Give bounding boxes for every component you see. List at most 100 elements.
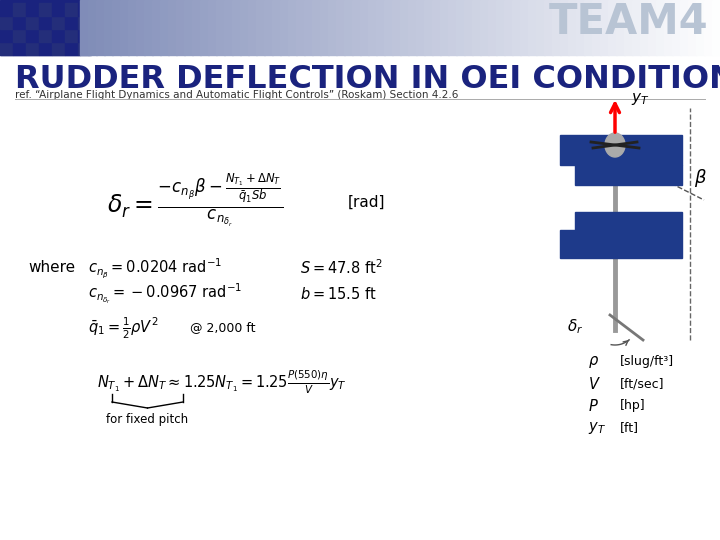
- Bar: [576, 0, 585, 55]
- Bar: [328, 0, 337, 55]
- Text: $\rho$: $\rho$: [588, 354, 599, 370]
- Text: [rad]: [rad]: [348, 194, 385, 210]
- Bar: [296, 0, 305, 55]
- Bar: [26, 42, 39, 55]
- Text: where: where: [28, 260, 75, 275]
- Bar: [592, 0, 601, 55]
- Bar: [224, 0, 233, 55]
- Bar: [304, 0, 313, 55]
- Bar: [208, 0, 217, 55]
- Bar: [632, 0, 641, 55]
- Text: $y_T$: $y_T$: [631, 91, 649, 107]
- Bar: [560, 135, 682, 165]
- Bar: [65, 29, 78, 42]
- Bar: [688, 0, 697, 55]
- Bar: [78, 16, 91, 29]
- Bar: [648, 0, 657, 55]
- Bar: [416, 0, 425, 55]
- Bar: [184, 0, 193, 55]
- Bar: [26, 3, 39, 16]
- Bar: [568, 0, 577, 55]
- Bar: [448, 0, 457, 55]
- Bar: [192, 0, 201, 55]
- Bar: [575, 212, 682, 230]
- Bar: [640, 0, 649, 55]
- Bar: [288, 0, 297, 55]
- Bar: [0, 29, 13, 42]
- Bar: [240, 0, 249, 55]
- Bar: [408, 0, 417, 55]
- Bar: [456, 0, 465, 55]
- Text: $V$: $V$: [588, 376, 601, 392]
- Text: $S = 47.8\ \mathrm{ft}^2$: $S = 47.8\ \mathrm{ft}^2$: [300, 259, 382, 278]
- Bar: [39, 42, 52, 55]
- Bar: [13, 42, 26, 55]
- Bar: [536, 0, 545, 55]
- Bar: [384, 0, 393, 55]
- Bar: [544, 0, 553, 55]
- Bar: [480, 0, 489, 55]
- Bar: [0, 42, 13, 55]
- Bar: [560, 0, 569, 55]
- Text: $N_{T_1} + \Delta N_T \approx 1.25 N_{T_1} = 1.25\frac{P(550)\eta}{V} y_T$: $N_{T_1} + \Delta N_T \approx 1.25 N_{T_…: [97, 368, 347, 396]
- Bar: [78, 3, 91, 16]
- Bar: [160, 0, 169, 55]
- Text: $\delta_r = \frac{-c_{n_\beta}\beta - \frac{N_{T_1} + \Delta N_T}{\bar{q}_1 Sb}}: $\delta_r = \frac{-c_{n_\beta}\beta - \f…: [107, 171, 283, 228]
- Bar: [552, 0, 561, 55]
- Bar: [96, 0, 105, 55]
- Bar: [320, 0, 329, 55]
- Bar: [696, 0, 705, 55]
- Bar: [560, 230, 682, 258]
- Text: $\delta_r$: $\delta_r$: [567, 318, 583, 336]
- Bar: [504, 0, 513, 55]
- Bar: [512, 0, 521, 55]
- Bar: [488, 0, 497, 55]
- Bar: [13, 3, 26, 16]
- Bar: [664, 0, 673, 55]
- Bar: [78, 42, 91, 55]
- Bar: [440, 0, 449, 55]
- Text: TEAM4: TEAM4: [549, 1, 708, 43]
- Bar: [65, 3, 78, 16]
- Bar: [575, 165, 682, 185]
- Bar: [272, 0, 281, 55]
- Text: $\beta$: $\beta$: [694, 167, 707, 189]
- Bar: [88, 0, 97, 55]
- Bar: [13, 29, 26, 42]
- Text: $\bar{q}_1 = \frac{1}{2}\rho V^2$: $\bar{q}_1 = \frac{1}{2}\rho V^2$: [88, 315, 158, 341]
- Bar: [400, 0, 409, 55]
- Bar: [248, 0, 257, 55]
- Bar: [39, 29, 52, 42]
- Bar: [280, 0, 289, 55]
- Bar: [432, 0, 441, 55]
- Text: $c_{n_\beta} = 0.0204\ \mathrm{rad}^{-1}$: $c_{n_\beta} = 0.0204\ \mathrm{rad}^{-1}…: [88, 256, 222, 280]
- Bar: [672, 0, 681, 55]
- Bar: [26, 16, 39, 29]
- Bar: [0, 16, 13, 29]
- Bar: [472, 0, 481, 55]
- Bar: [65, 16, 78, 29]
- Text: ref. “Airplane Flight Dynamics and Automatic Flight Controls” (Roskam) Section 4: ref. “Airplane Flight Dynamics and Autom…: [15, 90, 459, 100]
- Text: $b = 15.5\ \mathrm{ft}$: $b = 15.5\ \mathrm{ft}$: [300, 286, 377, 302]
- Bar: [232, 0, 241, 55]
- Text: for fixed pitch: for fixed pitch: [107, 414, 189, 427]
- Bar: [52, 29, 65, 42]
- Bar: [520, 0, 529, 55]
- Text: RUDDER DEFLECTION IN OEI CONDITIONS: RUDDER DEFLECTION IN OEI CONDITIONS: [15, 64, 720, 95]
- Bar: [176, 0, 185, 55]
- Bar: [39, 16, 52, 29]
- Bar: [312, 0, 321, 55]
- Bar: [216, 0, 225, 55]
- Bar: [704, 0, 713, 55]
- Bar: [112, 0, 121, 55]
- Bar: [496, 0, 505, 55]
- Bar: [368, 0, 377, 55]
- Text: $c_{n_{\delta_r}} = -0.0967\ \mathrm{rad}^{-1}$: $c_{n_{\delta_r}} = -0.0967\ \mathrm{rad…: [88, 282, 243, 306]
- Bar: [336, 0, 345, 55]
- Text: [slug/ft³]: [slug/ft³]: [620, 355, 674, 368]
- Bar: [392, 0, 401, 55]
- Bar: [52, 3, 65, 16]
- Bar: [52, 16, 65, 29]
- Bar: [144, 0, 153, 55]
- Bar: [344, 0, 353, 55]
